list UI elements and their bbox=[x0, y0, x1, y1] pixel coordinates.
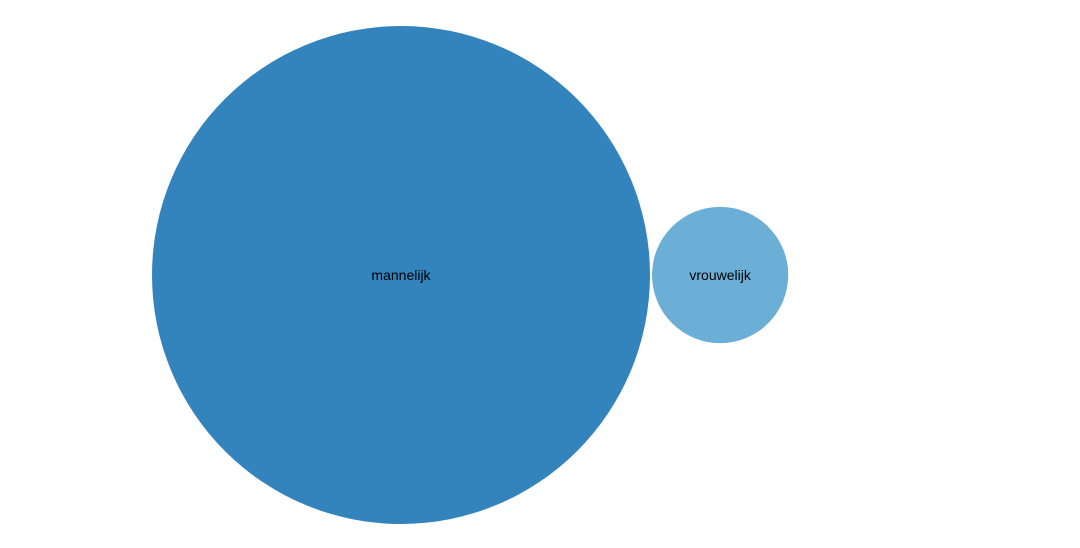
bubble-label-mannelijk: mannelijk bbox=[371, 267, 431, 283]
bubble-label-vrouwelijk: vrouwelijk bbox=[689, 267, 751, 283]
bubbles-group: mannelijk vrouwelijk bbox=[152, 26, 789, 524]
bubble-mannelijk[interactable] bbox=[152, 26, 650, 524]
bubble-vrouwelijk[interactable] bbox=[652, 206, 789, 344]
